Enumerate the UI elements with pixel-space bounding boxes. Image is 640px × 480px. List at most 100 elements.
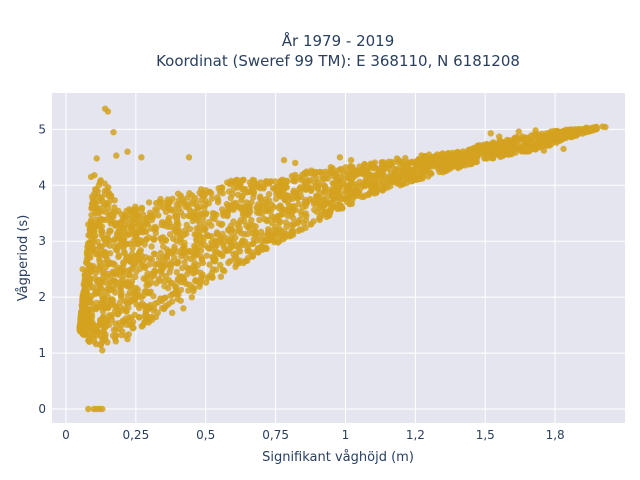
data-point [518, 146, 525, 153]
data-point [163, 246, 171, 253]
data-point [102, 201, 109, 208]
data-point [186, 281, 194, 289]
data-point [512, 149, 519, 156]
data-point [223, 200, 231, 208]
data-point [284, 178, 291, 185]
data-point [153, 207, 160, 214]
data-point [127, 258, 134, 265]
data-point [344, 174, 352, 181]
data-point [132, 273, 139, 281]
data-point [238, 230, 245, 237]
data-point [235, 182, 243, 190]
data-point [104, 108, 112, 115]
data-point [105, 212, 112, 219]
data-point [114, 310, 121, 318]
data-point [336, 154, 344, 161]
data-point [181, 279, 188, 286]
data-point [185, 287, 192, 294]
data-point [360, 170, 368, 177]
data-point [92, 209, 99, 217]
data-point [446, 155, 453, 162]
data-point [125, 272, 133, 279]
data-point [151, 261, 159, 268]
y-tick-label: 3 [38, 234, 46, 248]
data-point [276, 225, 283, 233]
data-point [120, 245, 127, 252]
data-point [152, 300, 159, 307]
data-point [250, 188, 258, 196]
data-point [180, 305, 187, 312]
data-point [93, 405, 100, 413]
data-point [314, 208, 321, 216]
data-point [239, 192, 246, 200]
data-point [93, 332, 100, 339]
data-point [226, 247, 233, 254]
data-point [236, 225, 243, 232]
data-point [209, 274, 216, 281]
data-point [221, 238, 229, 245]
data-point [398, 158, 405, 166]
data-point [291, 171, 299, 179]
data-point [93, 186, 100, 194]
data-point [453, 163, 461, 170]
data-point [95, 182, 103, 189]
x-tick-label: 0,25 [122, 428, 149, 442]
data-point [213, 248, 220, 256]
data-point [165, 200, 172, 207]
data-point [311, 169, 318, 177]
data-point [288, 211, 295, 218]
data-point [92, 191, 99, 199]
data-point [214, 194, 221, 201]
data-point [189, 217, 196, 225]
data-point [521, 138, 528, 146]
x-tick-label: 1,2 [406, 428, 425, 442]
data-point [408, 166, 416, 174]
data-point [203, 252, 210, 259]
data-point [124, 148, 131, 155]
data-point [97, 263, 105, 270]
data-point [211, 237, 219, 244]
data-point [157, 249, 164, 257]
data-point [551, 127, 558, 135]
data-point [227, 194, 234, 202]
data-point [143, 273, 151, 281]
data-point [135, 222, 143, 229]
data-point [323, 213, 330, 221]
data-point [142, 218, 149, 225]
data-point [283, 231, 290, 238]
data-point [296, 185, 303, 193]
data-point [249, 222, 257, 229]
data-point [208, 195, 216, 202]
data-point [185, 154, 193, 161]
data-point [324, 175, 332, 182]
data-point [592, 125, 599, 132]
data-point [258, 243, 266, 251]
data-point [530, 140, 538, 147]
data-point [163, 254, 171, 261]
data-point [218, 221, 225, 229]
data-point [153, 280, 160, 287]
data-point [116, 299, 124, 306]
data-point [321, 189, 328, 196]
data-point [269, 185, 277, 192]
data-point [146, 209, 154, 216]
data-point [263, 199, 271, 207]
data-point [351, 193, 358, 200]
data-point [472, 144, 479, 152]
x-tick-label: 1,8 [546, 428, 565, 442]
data-point [187, 255, 194, 263]
data-point [128, 224, 135, 231]
data-point [187, 266, 194, 274]
data-point [112, 221, 119, 229]
data-point [137, 237, 144, 244]
data-point [145, 289, 152, 296]
data-point [174, 258, 182, 265]
data-point [156, 255, 163, 262]
data-point [315, 179, 322, 186]
data-point [205, 200, 212, 207]
data-point [214, 230, 221, 237]
data-point [212, 266, 220, 273]
data-point [321, 208, 328, 215]
data-point [172, 283, 179, 290]
data-point [102, 279, 110, 286]
